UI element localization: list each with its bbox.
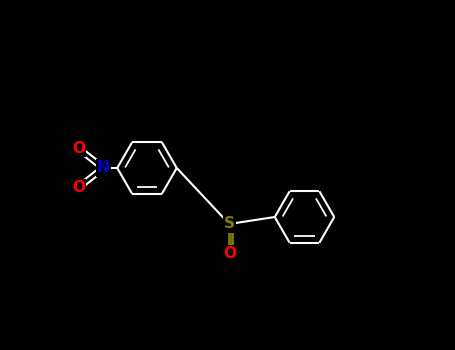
Text: O: O xyxy=(72,180,85,195)
Text: N: N xyxy=(97,161,110,175)
Text: O: O xyxy=(72,141,85,156)
Text: S: S xyxy=(224,217,235,231)
Text: O: O xyxy=(223,246,236,261)
